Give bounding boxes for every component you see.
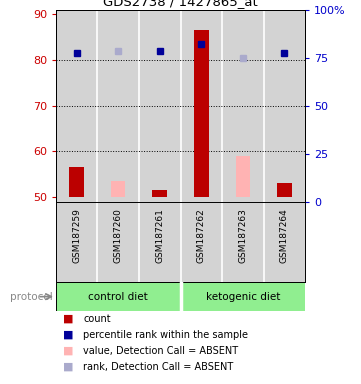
Bar xyxy=(277,183,292,197)
Bar xyxy=(180,282,305,311)
Text: ■: ■ xyxy=(63,346,74,356)
Bar xyxy=(56,282,180,311)
Text: GSM187264: GSM187264 xyxy=(280,208,289,263)
Text: percentile rank within the sample: percentile rank within the sample xyxy=(83,330,248,340)
Text: GSM187259: GSM187259 xyxy=(72,208,81,263)
Text: GSM187263: GSM187263 xyxy=(238,208,247,263)
Bar xyxy=(56,10,97,202)
Bar xyxy=(69,167,84,197)
Bar xyxy=(194,30,209,197)
Title: GDS2738 / 1427865_at: GDS2738 / 1427865_at xyxy=(103,0,258,8)
Text: ■: ■ xyxy=(63,314,74,324)
Text: ketogenic diet: ketogenic diet xyxy=(205,291,280,302)
Text: GSM187260: GSM187260 xyxy=(114,208,123,263)
Bar xyxy=(97,10,139,202)
Text: ■: ■ xyxy=(63,330,74,340)
Text: GSM187262: GSM187262 xyxy=(197,208,206,263)
Text: value, Detection Call = ABSENT: value, Detection Call = ABSENT xyxy=(83,346,238,356)
Bar xyxy=(111,181,126,197)
Bar xyxy=(139,10,180,202)
Bar xyxy=(180,10,222,202)
Text: ■: ■ xyxy=(63,362,74,372)
Bar xyxy=(235,156,250,197)
Text: control diet: control diet xyxy=(88,291,148,302)
Bar xyxy=(264,10,305,202)
Text: rank, Detection Call = ABSENT: rank, Detection Call = ABSENT xyxy=(83,362,233,372)
Bar xyxy=(222,10,264,202)
Text: GSM187261: GSM187261 xyxy=(155,208,164,263)
Text: count: count xyxy=(83,314,111,324)
Bar xyxy=(152,190,167,197)
Text: protocol: protocol xyxy=(10,291,52,302)
